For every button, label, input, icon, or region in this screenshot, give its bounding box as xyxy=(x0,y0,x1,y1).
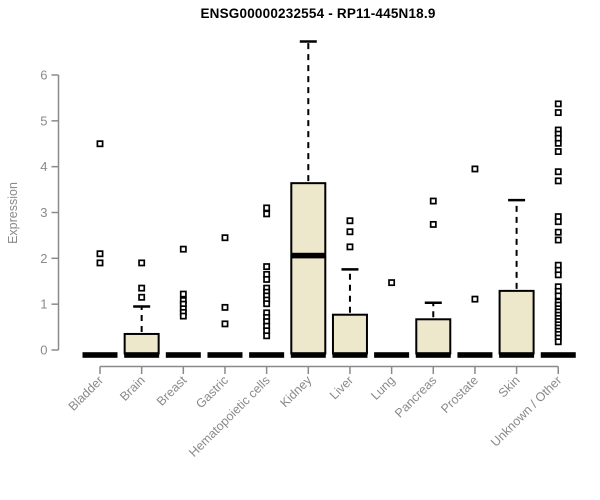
box-brain xyxy=(123,332,160,355)
outlier-bladder xyxy=(96,259,104,267)
zero-box-lung xyxy=(374,352,410,358)
x-tick-label-breast: Breast xyxy=(154,373,190,409)
box-bottom-brain xyxy=(124,352,160,358)
outlier-unknown-other xyxy=(554,236,562,244)
outlier-unknown-other xyxy=(554,148,562,155)
x-tick-label-gastric: Gastric xyxy=(193,373,231,411)
chart-title: ENSG00000232554 - RP11-445N18.9 xyxy=(200,6,436,21)
zero-box-breast xyxy=(165,352,201,358)
outlier-unknown-other xyxy=(554,292,562,300)
outlier-liver xyxy=(346,243,354,251)
x-tick-label-prostate: Prostate xyxy=(438,373,481,416)
median-kidney xyxy=(291,252,326,259)
box-bottom-skin xyxy=(499,352,535,358)
x-tick-label-lung: Lung xyxy=(368,373,398,403)
outlier-lung xyxy=(388,279,396,287)
outlier-hematopoietic-cells xyxy=(263,332,271,340)
box-kidney xyxy=(290,182,327,355)
outlier-unknown-other xyxy=(554,338,562,346)
outlier-liver xyxy=(346,217,354,225)
outlier-bladder xyxy=(96,140,104,148)
y-tick-label: 1 xyxy=(40,297,47,312)
box-bottom-kidney xyxy=(290,352,326,358)
outlier-liver xyxy=(346,228,354,236)
y-tick-label: 5 xyxy=(40,113,47,128)
outlier-gastric xyxy=(221,320,229,328)
outlier-hematopoietic-cells xyxy=(263,275,271,283)
x-tick-label-brain: Brain xyxy=(117,373,148,404)
outlier-unknown-other xyxy=(554,228,562,236)
outlier-prostate xyxy=(471,295,479,303)
y-tick-label: 4 xyxy=(40,159,47,174)
outlier-hematopoietic-cells xyxy=(263,210,271,218)
y-tick-label: 6 xyxy=(40,68,47,83)
y-tick-label: 2 xyxy=(40,251,47,266)
outlier-unknown-other xyxy=(554,177,562,185)
x-tick-label-skin: Skin xyxy=(496,373,523,400)
outlier-breast xyxy=(179,290,187,298)
outlier-hematopoietic-cells xyxy=(263,204,271,212)
outlier-unknown-other xyxy=(554,168,562,176)
outlier-gastric xyxy=(221,303,229,311)
outlier-unknown-other xyxy=(554,109,562,117)
outlier-unknown-other xyxy=(554,100,562,108)
y-tick-label: 3 xyxy=(40,205,47,220)
x-tick-label-liver: Liver xyxy=(327,373,356,402)
x-tick-label-pancreas: Pancreas xyxy=(392,373,439,420)
outlier-gastric xyxy=(221,234,229,242)
outlier-hematopoietic-cells xyxy=(263,263,271,271)
x-tick-label-kidney: Kidney xyxy=(277,373,314,410)
box-liver xyxy=(331,313,368,355)
outlier-unknown-other xyxy=(554,271,562,279)
zero-box-unknown-other xyxy=(540,352,576,358)
outlier-unknown-other xyxy=(554,218,562,226)
zero-box-hematopoietic-cells xyxy=(249,352,285,358)
zero-box-gastric xyxy=(207,352,243,358)
outlier-brain xyxy=(138,259,146,267)
outlier-hematopoietic-cells xyxy=(263,300,271,308)
outlier-pancreas xyxy=(429,220,437,228)
x-tick-label-unknown-other: Unknown / Other xyxy=(488,373,564,449)
x-tick-label-bladder: Bladder xyxy=(66,373,106,413)
outlier-pancreas xyxy=(429,197,437,205)
outlier-brain xyxy=(138,293,146,301)
outlier-bladder xyxy=(96,250,104,258)
outlier-breast xyxy=(179,245,187,253)
box-bottom-liver xyxy=(332,352,368,358)
zero-box-bladder xyxy=(82,352,118,358)
zero-box-prostate xyxy=(457,352,493,358)
x-tick-label-hematopoietic-cells: Hematopoietic cells xyxy=(186,373,273,460)
box-skin xyxy=(498,289,535,355)
outlier-prostate xyxy=(471,165,479,173)
box-pancreas xyxy=(415,318,452,355)
outlier-unknown-other xyxy=(554,139,562,147)
y-tick-label: 0 xyxy=(40,343,47,358)
outlier-breast xyxy=(179,312,187,320)
outlier-brain xyxy=(138,284,146,292)
box-bottom-pancreas xyxy=(415,352,451,358)
y-axis-title: Expression xyxy=(6,182,20,244)
